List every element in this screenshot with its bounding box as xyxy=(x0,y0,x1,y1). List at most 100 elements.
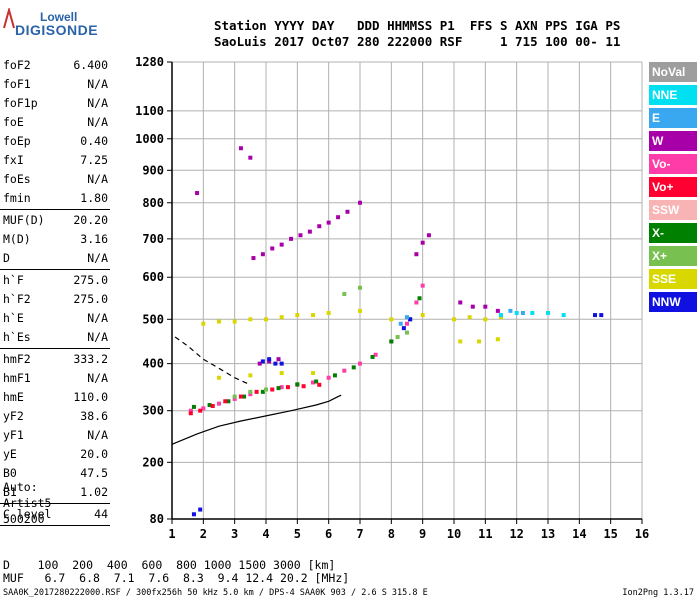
echo-point-sse xyxy=(495,337,500,342)
param-row: foF1p N/A xyxy=(0,94,112,113)
echo-point-x xyxy=(207,403,212,408)
param-separator xyxy=(0,525,110,526)
x-tick-label: 13 xyxy=(541,527,555,541)
echo-point-vo xyxy=(285,385,290,390)
echo-point-nne xyxy=(499,313,503,318)
param-name: yF2 xyxy=(3,409,24,423)
x-tick-label: 3 xyxy=(231,527,238,541)
x-tick-label: 12 xyxy=(509,527,523,541)
param-name: foEs xyxy=(3,172,31,186)
echo-point-vo xyxy=(358,361,362,366)
legend-entry-vo: Vo- xyxy=(649,154,697,174)
echo-point-w xyxy=(414,252,419,257)
echo-point-nne xyxy=(546,310,550,315)
echo-point-sse xyxy=(201,321,206,326)
y-tick-label: 80 xyxy=(150,512,164,526)
muf-distance-row: D 100 200 400 600 800 1000 1500 3000 [km… xyxy=(3,558,336,572)
echo-point-vo xyxy=(420,283,425,288)
echo-point-x xyxy=(342,292,347,297)
echo-point-vo xyxy=(342,368,347,373)
echo-point-nne xyxy=(561,313,566,318)
echo-point-nne xyxy=(514,310,519,315)
param-row: fxI 7.25 xyxy=(0,151,112,170)
param-row: foE N/A xyxy=(0,113,112,132)
echo-point-sse xyxy=(279,371,284,376)
echo-point-sse xyxy=(295,313,300,318)
echo-point-e xyxy=(398,321,403,326)
param-row: yF1 N/A xyxy=(0,426,112,445)
echo-point-sse xyxy=(217,319,221,324)
param-name: hmF2 xyxy=(3,352,31,366)
param-name: h`Es xyxy=(3,330,31,344)
param-separator xyxy=(0,269,110,270)
echo-point-w xyxy=(195,191,200,196)
legend-entry-sse: SSE xyxy=(649,269,697,289)
param-value: N/A xyxy=(87,371,108,385)
echo-point-vo xyxy=(317,382,322,387)
echo-point-e xyxy=(520,310,525,315)
param-row: fmin 1.80 xyxy=(0,189,112,208)
param-name: h`F xyxy=(3,273,24,287)
echo-point-x xyxy=(276,386,281,391)
header-labels: Station YYYY DAY DDD HHMMSS P1 FFS S AXN… xyxy=(214,18,621,33)
echo-point-x xyxy=(417,296,422,301)
param-value: N/A xyxy=(87,172,108,186)
param-row: hmE 110.0 xyxy=(0,388,112,407)
param-row: hmF1 N/A xyxy=(0,369,112,388)
param-name: foEp xyxy=(3,134,31,148)
auto-scaling-info: Auto: Artist5 500200 xyxy=(3,479,51,527)
param-value: 20.20 xyxy=(73,213,108,227)
echo-point-nnw xyxy=(599,313,604,318)
echo-point-w xyxy=(270,246,275,251)
polarization-legend: NoVal NNE E W Vo- Vo+ SSW X- X+ SSE NNW xyxy=(649,62,697,315)
echo-point-x xyxy=(242,394,247,399)
param-row: M(D) 3.16 xyxy=(0,230,112,249)
param-value: 0.40 xyxy=(80,134,108,148)
echo-point-sse xyxy=(477,339,482,344)
echo-point-sse xyxy=(248,373,253,378)
echo-point-vo xyxy=(326,375,331,380)
echo-point-w xyxy=(345,209,350,214)
legend-entry-noval: NoVal xyxy=(649,62,697,82)
echo-point-vo xyxy=(217,401,221,406)
param-name: M(D) xyxy=(3,232,31,246)
echo-point-nnw xyxy=(279,361,284,366)
echo-point-vo xyxy=(188,408,193,413)
echo-point-x xyxy=(358,285,362,290)
param-row: yF2 38.6 xyxy=(0,407,112,426)
echo-point-sse xyxy=(458,339,463,344)
echo-point-w xyxy=(358,200,362,205)
echo-point-vo xyxy=(254,389,259,394)
param-row: B0 47.5 xyxy=(0,464,112,483)
echo-point-vo xyxy=(232,396,237,401)
echo-point-vo xyxy=(279,385,284,390)
profile-curve-line xyxy=(171,394,342,445)
param-row: h`F 275.0 xyxy=(0,271,112,290)
echo-point-vo xyxy=(414,300,419,305)
echo-point-nnw xyxy=(198,507,203,512)
param-value: 1.80 xyxy=(80,191,108,205)
scaled-parameters-panel: foF2 6.400 foF1 N/A foF1p N/A foE N/A foEp 0.40 fx… xyxy=(0,56,112,527)
echo-point-w xyxy=(251,256,256,261)
param-row: foEp 0.40 xyxy=(0,132,112,151)
param-value: 275.0 xyxy=(73,292,108,306)
y-tick-label: 700 xyxy=(142,232,164,246)
auto-artist: Artist5 xyxy=(3,496,52,510)
param-value: 20.0 xyxy=(80,447,108,461)
y-tick-label: 1280 xyxy=(135,55,164,69)
param-value: N/A xyxy=(87,330,108,344)
echo-point-w xyxy=(426,233,431,238)
x-tick-label: 1 xyxy=(168,527,175,541)
digisonde-logo: Lowell DIGISONDE xyxy=(0,0,110,45)
echo-point-x xyxy=(405,330,409,335)
echo-point-nnw xyxy=(191,512,196,517)
param-name: hmE xyxy=(3,390,24,404)
echo-point-x xyxy=(370,354,375,359)
echo-point-vo xyxy=(223,399,228,404)
echo-point-x xyxy=(191,404,196,409)
echo-point-vo xyxy=(373,352,378,357)
echo-point-vo xyxy=(210,403,215,408)
echo-point-sse xyxy=(389,317,394,322)
param-name: yF1 xyxy=(3,428,24,442)
param-name: h`E xyxy=(3,311,24,325)
